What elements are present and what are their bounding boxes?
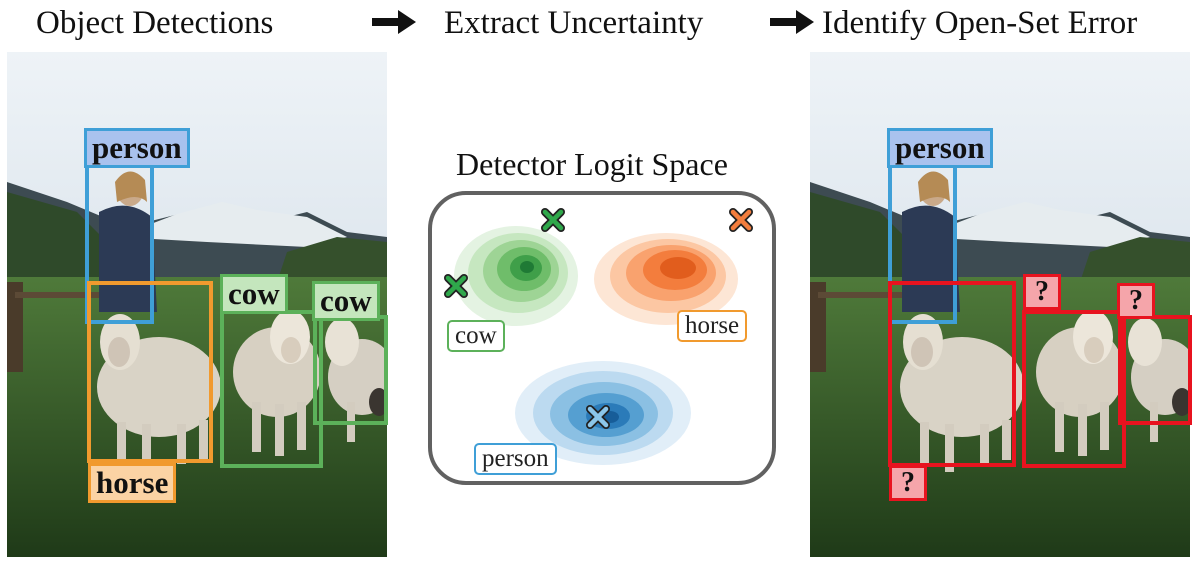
cow-detection-box bbox=[220, 310, 323, 468]
unknown-label: ? bbox=[889, 465, 927, 501]
open-set-error-box bbox=[1118, 315, 1192, 425]
person-sample-marker-icon bbox=[586, 405, 610, 429]
logit-density-plot bbox=[444, 208, 753, 465]
horse-detection-box bbox=[87, 281, 213, 463]
unknown-label: ? bbox=[1117, 283, 1155, 319]
horse-density-cluster bbox=[594, 233, 738, 325]
cow-detection-box bbox=[313, 315, 388, 425]
person-cluster-label: person bbox=[474, 443, 557, 475]
horse-cluster-label: horse bbox=[677, 310, 748, 342]
horse-sample-marker-icon bbox=[729, 208, 753, 232]
right-arrow-icon bbox=[770, 10, 814, 34]
header-object-detections: Object Detections bbox=[36, 5, 274, 41]
cow-sample-marker-icon bbox=[444, 274, 468, 298]
header-identify-open-set-error: Identify Open-Set Error bbox=[822, 5, 1138, 41]
horse-label: horse bbox=[88, 463, 177, 503]
cow-sample-marker-icon bbox=[541, 208, 565, 232]
person-label: person bbox=[84, 128, 190, 168]
logit-space-title: Detector Logit Space bbox=[456, 146, 728, 182]
open-set-error-box bbox=[888, 281, 1016, 467]
cow-cluster-label: cow bbox=[447, 320, 505, 352]
cow-label: cow bbox=[312, 281, 380, 321]
header-extract-uncertainty: Extract Uncertainty bbox=[444, 5, 704, 41]
open-set-error-box bbox=[1022, 310, 1126, 468]
cow-density-cluster bbox=[454, 226, 578, 326]
unknown-label: ? bbox=[1023, 274, 1061, 310]
right-arrow-icon bbox=[372, 10, 416, 34]
cow-label: cow bbox=[220, 274, 288, 314]
person-label: person bbox=[887, 128, 993, 168]
